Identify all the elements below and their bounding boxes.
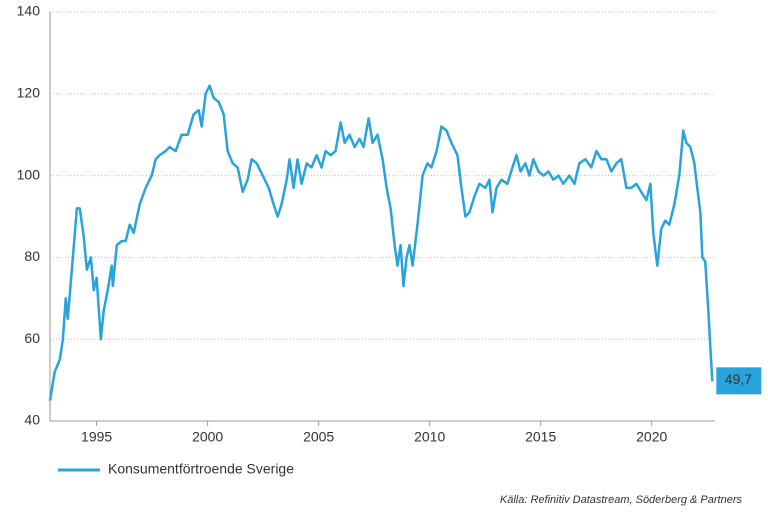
x-tick-label: 2015 (525, 429, 556, 445)
legend-label: Konsumentförtroende Sverige (108, 461, 294, 477)
x-tick-label: 2000 (192, 429, 223, 445)
x-tick-label: 2010 (414, 429, 445, 445)
y-tick-label: 60 (24, 330, 40, 346)
y-tick-label: 120 (17, 85, 41, 101)
source-note: Källa: Refinitiv Datastream, Söderberg &… (500, 494, 743, 506)
x-tick-label: 2020 (636, 429, 667, 445)
y-tick-label: 80 (24, 248, 40, 264)
value-label: 49,7 (725, 371, 752, 387)
y-tick-label: 100 (17, 166, 41, 182)
x-tick-label: 2005 (303, 429, 334, 445)
data-line (48, 84, 714, 401)
y-tick-label: 40 (24, 412, 40, 428)
y-tick-label: 140 (17, 3, 41, 19)
x-tick-label: 1995 (81, 429, 112, 445)
value-box (716, 367, 762, 395)
